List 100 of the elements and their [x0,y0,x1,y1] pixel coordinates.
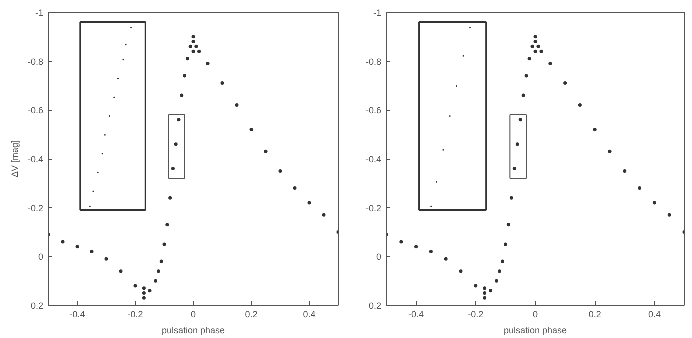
point [166,223,170,227]
point [593,128,597,132]
point [293,186,297,190]
point [154,279,158,283]
point [180,94,184,98]
point [483,296,487,300]
point [192,50,196,54]
point [652,201,656,205]
point [444,257,448,261]
x-axis-title: pulsation phase [504,326,568,336]
point [148,289,152,293]
y-tick-label: 0 [38,252,44,262]
y-tick-label: -1 [374,8,382,18]
point [168,196,172,200]
y-tick-label: -0.2 [28,203,44,214]
point [534,35,538,39]
point [183,74,187,78]
point [638,186,642,190]
x-tick-label: 0.4 [648,310,661,320]
point [119,270,123,274]
point [495,279,499,283]
point [308,201,312,205]
point [220,82,224,86]
point [510,196,514,200]
point [429,250,433,254]
point [548,62,552,66]
x-tick-label: -0.4 [408,310,424,320]
point [177,118,181,122]
point [192,40,196,44]
point [142,286,146,290]
x-tick-label: -0.4 [70,310,86,320]
point [235,104,239,108]
point [156,270,160,274]
x-tick-label: -0.2 [128,310,144,320]
x-tick-label: 0.2 [245,310,258,320]
point [264,150,268,154]
point [400,240,404,244]
y-tick-label: -0.2 [366,203,382,214]
y-tick-label: -0.4 [28,154,44,164]
point [192,35,196,39]
point [483,286,487,290]
point [524,74,528,78]
point [623,169,627,173]
y-tick-label: -0.6 [28,106,44,116]
y-tick-label: -0.8 [28,56,44,67]
x-tick-label: -0.2 [468,310,484,320]
point [90,250,94,254]
x-tick-label: 0.2 [588,310,602,320]
x-axis-title: pulsation phase [162,326,226,336]
x-tick-label: 0.4 [303,310,316,320]
point [414,245,418,249]
point [171,167,175,171]
point [528,57,532,61]
point [483,292,487,296]
y-tick-label: 0.2 [30,301,44,311]
point [134,284,138,288]
point [142,292,146,296]
point [142,296,146,300]
point [188,44,192,48]
point [534,50,538,54]
point [104,257,108,261]
point [250,128,254,132]
point [174,142,178,146]
point [206,62,210,66]
point [564,82,568,86]
point [489,289,493,293]
point [512,167,516,171]
point [522,94,526,98]
point [474,284,478,288]
y-axis-title: ΔV [mag] [10,140,20,178]
point [504,242,508,246]
point [160,260,164,264]
point [322,213,326,217]
point [198,50,202,54]
x-tick-label: 0 [190,310,196,320]
point [534,40,538,44]
point [500,260,504,264]
y-tick-label: 0.2 [368,301,382,311]
y-tick-label: -0.6 [366,106,382,116]
x-tick-label: 0 [532,310,538,320]
point [498,270,502,274]
point [530,44,534,48]
point [459,270,463,274]
point [608,150,612,154]
y-tick-label: 0 [376,252,382,262]
point [186,57,190,61]
y-tick-label: -1 [36,8,44,18]
point [540,50,544,54]
point [578,104,582,108]
point [162,242,166,246]
point [61,240,65,244]
point [668,213,672,217]
point [506,223,510,227]
point [76,245,80,249]
point [518,118,522,122]
point [516,142,520,146]
point [194,44,198,48]
y-tick-label: -0.8 [366,56,382,67]
point [536,44,540,48]
y-tick-label: -0.4 [366,154,382,164]
